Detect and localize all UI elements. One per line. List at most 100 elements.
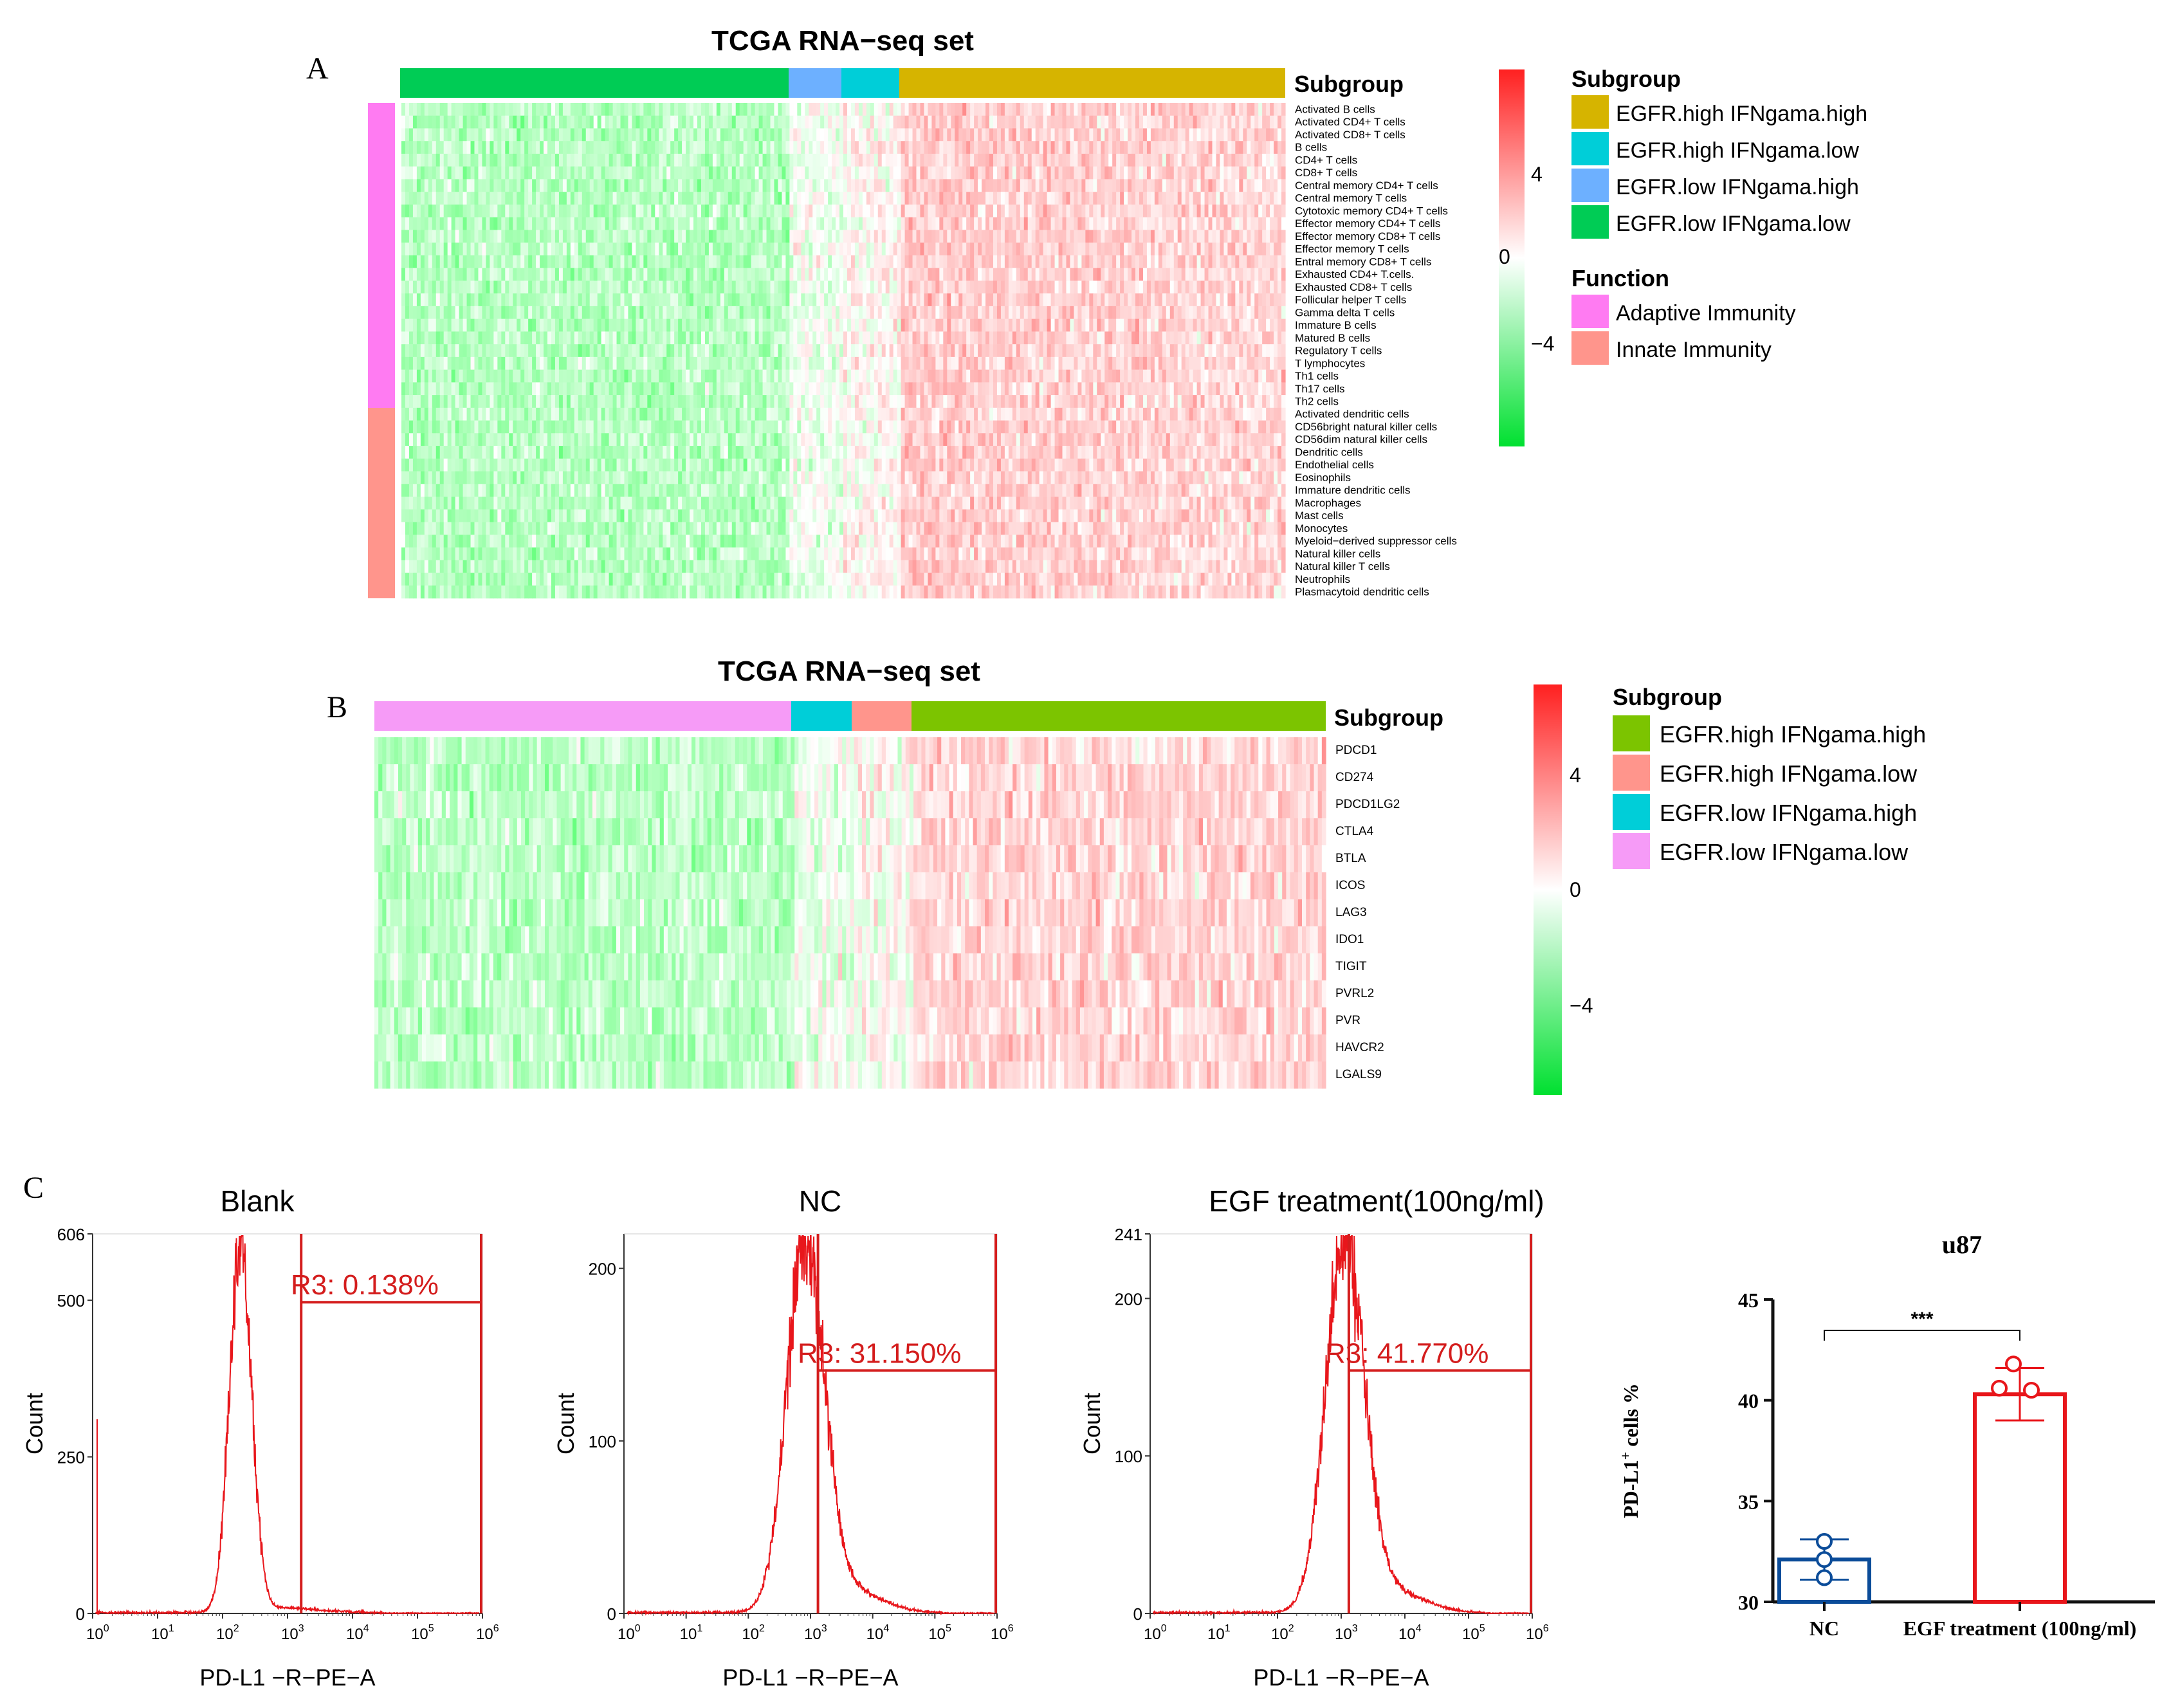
heatmap-a-cell <box>731 179 737 192</box>
heatmap-a-cell <box>1012 331 1017 345</box>
heatmap-a-cell <box>562 293 567 307</box>
heatmap-a-cell <box>651 255 655 268</box>
heatmap-a-cell <box>1120 166 1124 179</box>
heatmap-a-cell <box>770 103 775 116</box>
heatmap-a-cell <box>601 166 606 179</box>
heatmap-a-cell <box>1131 128 1136 142</box>
heatmap-a-cell <box>1189 103 1194 116</box>
heatmap-a-cell <box>1158 128 1163 142</box>
heatmap-a-cell <box>1177 217 1182 230</box>
heatmap-a-cell <box>931 128 936 142</box>
heatmap-a-cell <box>850 153 856 167</box>
heatmap-a-cell <box>866 115 871 129</box>
heatmap-a-cell <box>1274 243 1278 256</box>
heatmap-a-cell <box>547 369 552 383</box>
heatmap-a-cell <box>904 293 910 307</box>
heatmap-a-cell <box>762 280 767 294</box>
heatmap-a-cell <box>924 306 929 319</box>
heatmap-a-cell <box>609 243 614 256</box>
heatmap-a-cell <box>762 179 767 192</box>
heatmap-a-cell <box>435 179 441 192</box>
heatmap-a-cell <box>758 166 764 179</box>
heatmap-a-cell <box>463 179 468 192</box>
heatmap-a-cell <box>1023 128 1029 142</box>
heatmap-a-cell <box>881 318 886 332</box>
heatmap-a-cell <box>1204 179 1209 192</box>
heatmap-a-cell <box>528 192 533 205</box>
heatmap-a-cell <box>858 128 863 142</box>
heatmap-a-cell <box>1020 255 1025 268</box>
heatmap-a-cell <box>493 293 498 307</box>
heatmap-a-cell <box>470 331 475 345</box>
heatmap-a-cell <box>1039 153 1044 167</box>
heatmap-a-cell <box>1208 217 1213 230</box>
heatmap-a-cell <box>1008 115 1013 129</box>
heatmap-a-cell <box>554 115 560 129</box>
heatmap-a-cell <box>1281 280 1286 294</box>
heatmap-a-cell <box>1023 280 1029 294</box>
heatmap-a-cell <box>1050 255 1056 268</box>
heatmap-a-cell <box>1162 318 1167 332</box>
heatmap-a-cell <box>1012 306 1017 319</box>
heatmap-a-cell <box>1066 318 1071 332</box>
heatmap-a-cell <box>1154 255 1159 268</box>
heatmap-a-cell <box>854 192 859 205</box>
heatmap-a-cell <box>1043 344 1048 358</box>
heatmap-a-cell <box>655 115 659 129</box>
heatmap-a-cell <box>428 179 433 192</box>
heatmap-a-cell <box>1047 280 1052 294</box>
heatmap-a-cell <box>478 128 483 142</box>
heatmap-a-cell <box>1081 356 1086 370</box>
heatmap-a-cell <box>486 318 490 332</box>
heatmap-a-cell <box>1070 230 1075 243</box>
heatmap-a-cell <box>1250 268 1255 281</box>
heatmap-a-cell <box>447 128 452 142</box>
heatmap-a-cell <box>470 179 475 192</box>
heatmap-a-cell <box>682 166 686 179</box>
heatmap-a-cell <box>424 255 429 268</box>
heatmap-a-cell <box>966 293 971 307</box>
heatmap-a-cell <box>766 204 771 217</box>
heatmap-a-cell <box>1142 230 1148 243</box>
heatmap-a-cell <box>490 280 494 294</box>
heatmap-a-cell <box>566 280 571 294</box>
heatmap-a-cell <box>609 280 614 294</box>
heatmap-a-cell <box>1274 204 1278 217</box>
heatmap-a-cell <box>920 128 925 142</box>
heatmap-a-cell <box>670 166 675 179</box>
heatmap-a-cell <box>639 153 644 167</box>
heatmap-a-cell <box>670 179 675 192</box>
heatmap-a-cell <box>1047 128 1052 142</box>
heatmap-a-cell <box>412 243 417 256</box>
heatmap-a-cell <box>782 141 786 154</box>
heatmap-a-cell <box>970 103 975 116</box>
heatmap-a-cell <box>620 369 625 383</box>
heatmap-a-cell <box>1135 280 1140 294</box>
heatmap-a-cell <box>797 268 802 281</box>
heatmap-a-cell <box>966 369 971 383</box>
heatmap-a-cell <box>912 306 917 319</box>
heatmap-a-cell <box>1089 331 1094 345</box>
heatmap-a-cell <box>455 103 460 116</box>
heatmap-a-cell <box>1262 166 1267 179</box>
heatmap-a-cell <box>428 115 433 129</box>
heatmap-a-cell <box>1027 204 1032 217</box>
heatmap-a-cell <box>554 192 560 205</box>
heatmap-a-cell <box>1196 115 1202 129</box>
heatmap-a-cell <box>1039 356 1044 370</box>
heatmap-a-cell <box>812 153 817 167</box>
heatmap-a-cell <box>474 179 479 192</box>
heatmap-a-cell <box>1254 293 1259 307</box>
heatmap-a-cell <box>1266 344 1270 358</box>
heatmap-a-cell <box>1070 217 1075 230</box>
heatmap-a-cell <box>758 217 764 230</box>
heatmap-a-cell <box>708 331 713 345</box>
heatmap-a-cell <box>605 128 610 142</box>
heatmap-a-cell <box>424 268 429 281</box>
heatmap-a-cell <box>639 255 644 268</box>
heatmap-a-cell <box>908 255 913 268</box>
heatmap-a-cell <box>566 204 571 217</box>
heatmap-a-cell <box>536 166 540 179</box>
heatmap-a-cell <box>974 217 978 230</box>
heatmap-a-cell <box>805 204 809 217</box>
